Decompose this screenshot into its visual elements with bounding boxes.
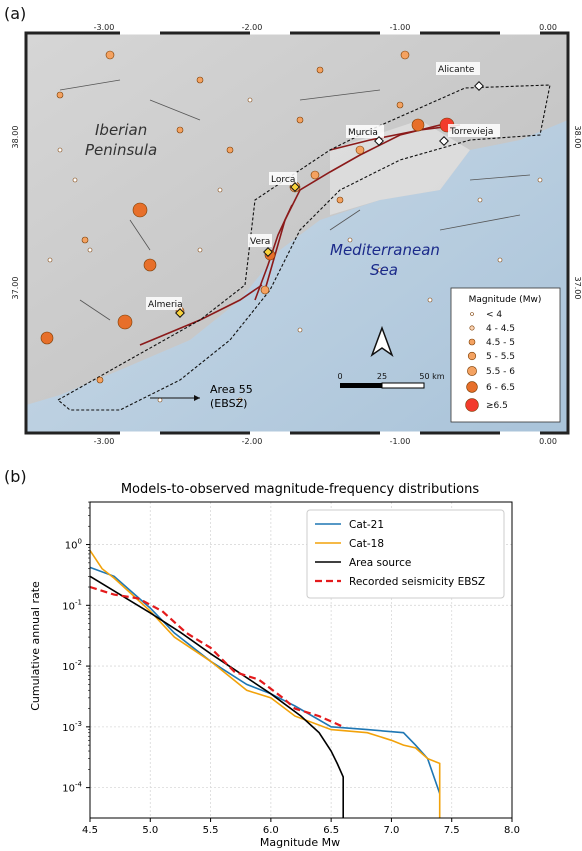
area-label-line2: (EBSZ)	[210, 397, 247, 410]
legend-label-1: Cat-18	[349, 538, 384, 550]
magnitude-legend: Magnitude (Mw) < 4 4 - 4.5 4.5 - 5 5 - 5…	[450, 287, 561, 423]
map-figure: -3.00 -2.00 -1.00 0.00 -3.00 -2.00 -1.00…	[11, 23, 582, 445]
chart-grid	[89, 502, 513, 818]
lon-tick-bottom-0: -3.00	[94, 437, 115, 445]
scale-label-25: 25	[377, 372, 387, 381]
region-label-mediterranean: Mediterranean	[330, 241, 440, 259]
lon-tick-bottom-3: 0.00	[539, 437, 557, 445]
x-tick-label-6: 7.5	[444, 825, 460, 836]
legend-label-3: Recorded seismicity EBSZ	[349, 576, 485, 588]
legend-item-1: 4 - 4.5	[486, 324, 515, 334]
lon-tick-top-2: -1.00	[390, 23, 411, 32]
chart-ylabel: Cumulative annual rate	[29, 581, 42, 711]
x-tick-label-0: 4.5	[82, 825, 98, 836]
chart-series	[89, 549, 441, 818]
legend-label-0: Cat-21	[349, 519, 384, 531]
city-label-almeria: Almeria	[148, 300, 183, 310]
fault-lines	[139, 124, 461, 346]
lon-tick-top-1: -2.00	[242, 23, 263, 32]
area-source-polygon	[57, 84, 551, 411]
y-tick-label-4: 100	[65, 538, 82, 552]
lon-tick-bottom-1: -2.00	[242, 437, 263, 445]
legend-label-2: Area source	[349, 557, 411, 569]
city-label-murcia: Murcia	[348, 128, 378, 138]
city-label-alicante: Alicante	[438, 65, 475, 75]
epicenters	[40, 50, 543, 403]
x-tick-label-2: 5.5	[203, 825, 219, 836]
city-label-torrevieja: Torrevieja	[449, 127, 493, 137]
north-arrow-icon	[370, 325, 394, 357]
plot-frame	[89, 501, 513, 819]
lon-tick-bottom-2: -1.00	[390, 437, 411, 445]
area-label-line1: Area 55	[210, 383, 253, 396]
x-tick-label-5: 7.0	[383, 825, 399, 836]
series-line-cat-21	[89, 566, 441, 794]
legend-item-4: 5.5 - 6	[486, 367, 515, 377]
chart-legend: Cat-21 Cat-18 Area source Recorded seismici…	[306, 509, 505, 599]
x-tick-label-3: 6.0	[263, 825, 279, 836]
map-land	[26, 33, 568, 405]
region-label-sea: Sea	[370, 261, 398, 279]
y-tick-label-3: 10-1	[62, 598, 82, 612]
y-tick-label-2: 10-2	[62, 659, 82, 673]
panel-b-label: (b)	[4, 467, 27, 486]
legend-box	[306, 509, 505, 599]
legend-title: Magnitude (Mw)	[469, 295, 542, 305]
lat-tick-left-0: 38.00	[11, 126, 20, 149]
legend-item-2: 4.5 - 5	[486, 338, 515, 348]
lat-tick-right-0: 38.00	[573, 126, 582, 149]
series-line-cat-18	[89, 549, 441, 818]
lon-tick-top-0: -3.00	[94, 23, 115, 32]
panel-a-label: (a)	[4, 4, 27, 23]
minor-faults	[59, 79, 531, 321]
x-tick-label-1: 5.0	[142, 825, 158, 836]
lat-tick-left-1: 37.00	[11, 277, 20, 300]
series-line-recorded-seismicity-ebsz	[89, 585, 344, 728]
lon-tick-top-3: 0.00	[539, 23, 557, 32]
region-label-peninsula: Peninsula	[85, 141, 157, 159]
map-coast-shading	[330, 120, 470, 215]
scale-label-50: 50 km	[419, 372, 444, 381]
legend-item-3: 5 - 5.5	[486, 352, 515, 362]
scale-label-0: 0	[337, 372, 342, 381]
legend-item-0: < 4	[486, 310, 502, 320]
legend-item-6: ≥6.5	[486, 401, 508, 411]
chart-title: Models-to-observed magnitude-frequency d…	[121, 482, 480, 497]
y-tick-label-1: 10-3	[62, 720, 82, 734]
x-tick-label-7: 8.0	[504, 825, 520, 836]
scale-bar	[340, 382, 425, 389]
series-line-area-source	[89, 575, 344, 818]
x-tick-label-4: 6.5	[323, 825, 339, 836]
chart-axes: 4.5 5.0 5.5 6.0 6.5 7.0 7.5 8.0 10-4 10-3 10-2 10-1…	[62, 501, 520, 836]
legend-item-5: 6 - 6.5	[486, 383, 515, 393]
city-markers	[175, 81, 484, 318]
lat-tick-right-1: 37.00	[573, 277, 582, 300]
y-tick-label-0: 10-4	[62, 781, 82, 795]
region-label-iberian: Iberian	[95, 121, 147, 139]
city-label-lorca: Lorca	[271, 175, 295, 185]
city-label-vera: Vera	[250, 237, 270, 247]
chart-xlabel: Magnitude Mw	[260, 836, 340, 849]
